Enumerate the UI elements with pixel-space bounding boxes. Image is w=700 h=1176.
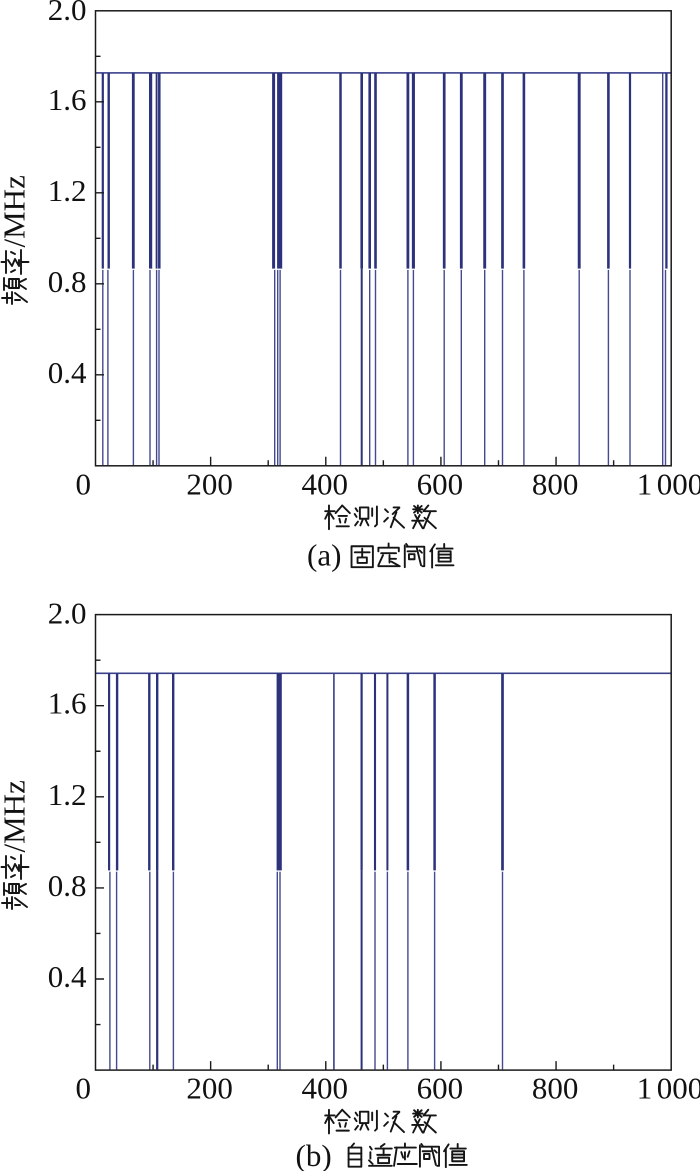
- svg-text:800: 800: [532, 1071, 579, 1106]
- svg-text:(b): (b): [296, 1138, 332, 1171]
- svg-text:2.0: 2.0: [48, 596, 87, 631]
- svg-text:1.6: 1.6: [48, 82, 87, 117]
- svg-text:1.2: 1.2: [48, 777, 87, 812]
- svg-text:2.0: 2.0: [48, 0, 87, 27]
- svg-text:600: 600: [417, 1071, 464, 1106]
- svg-text:1.6: 1.6: [48, 686, 87, 721]
- svg-text:(a): (a): [307, 538, 341, 573]
- svg-text:400: 400: [302, 1071, 349, 1106]
- svg-text:400: 400: [302, 466, 349, 501]
- svg-text:0.4: 0.4: [48, 959, 87, 994]
- svg-text:/MHz: /MHz: [0, 175, 32, 247]
- svg-text:1: 1: [637, 1071, 653, 1106]
- svg-text:0: 0: [76, 1071, 92, 1106]
- svg-text:1.2: 1.2: [48, 173, 87, 208]
- svg-text:600: 600: [417, 466, 464, 501]
- svg-text:200: 200: [186, 1071, 233, 1106]
- svg-text:/MHz: /MHz: [0, 780, 32, 852]
- svg-text:000: 000: [657, 466, 700, 501]
- svg-text:0.8: 0.8: [48, 264, 87, 299]
- svg-text:1: 1: [637, 466, 653, 501]
- svg-text:0.8: 0.8: [48, 868, 87, 903]
- svg-text:0: 0: [76, 466, 92, 501]
- svg-text:0.4: 0.4: [48, 355, 87, 390]
- svg-text:000: 000: [657, 1071, 700, 1106]
- svg-text:800: 800: [532, 466, 579, 501]
- svg-text:200: 200: [186, 466, 233, 501]
